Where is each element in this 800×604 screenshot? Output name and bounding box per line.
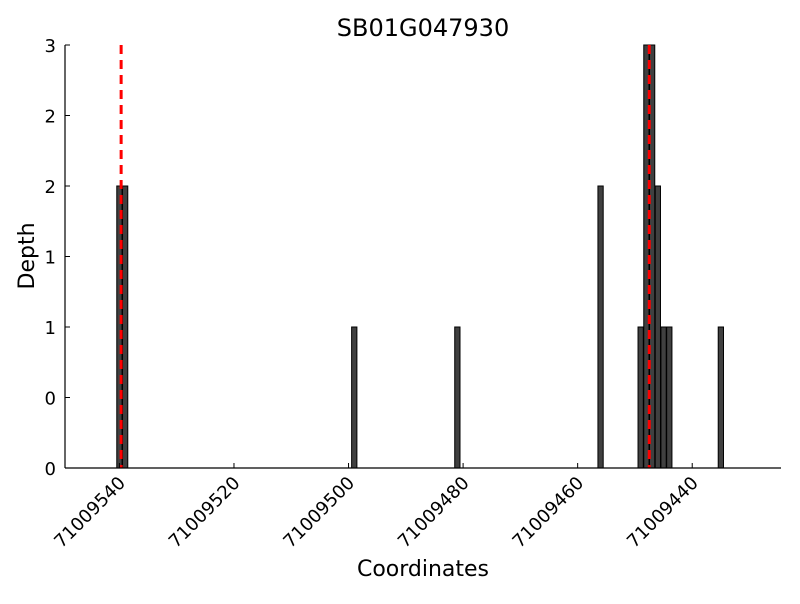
depth-bar (454, 326, 461, 469)
y-tick-label: 3 (45, 36, 56, 57)
y-tick-label: 1 (45, 248, 56, 269)
x-tick-label: 71009500 (279, 473, 359, 553)
depth-bar (666, 326, 673, 469)
x-tick-label: 71009540 (50, 473, 130, 553)
x-axis-label: Coordinates (357, 557, 489, 582)
x-tick-label: 71009440 (623, 473, 703, 553)
x-tick-label: 71009480 (394, 473, 474, 553)
y-ticks: 0 0 1 1 2 2 3 (45, 36, 70, 480)
depth-bar (654, 185, 661, 469)
x-ticks: 71009540 71009520 71009500 71009480 71009460… (50, 463, 703, 553)
y-axis-label: Depth (15, 222, 40, 289)
axes-layer (64, 45, 781, 469)
depth-bar (637, 326, 644, 469)
x-tick-label: 71009520 (165, 473, 245, 553)
y-tick-label: 2 (45, 177, 56, 198)
y-tick-label: 0 (45, 459, 56, 480)
depth-bar (660, 326, 667, 469)
chart-title: SB01G047930 (337, 14, 509, 42)
y-tick-label: 2 (45, 107, 56, 128)
markers-layer (119, 45, 651, 468)
depth-bar (717, 326, 724, 469)
y-tick-label: 1 (45, 318, 56, 339)
depth-bar (351, 326, 358, 469)
depth-bar (122, 185, 129, 469)
bars-layer (116, 44, 724, 469)
y-tick-label: 0 (45, 389, 56, 410)
x-tick-label: 71009460 (509, 473, 589, 553)
depth-bar (597, 185, 604, 469)
